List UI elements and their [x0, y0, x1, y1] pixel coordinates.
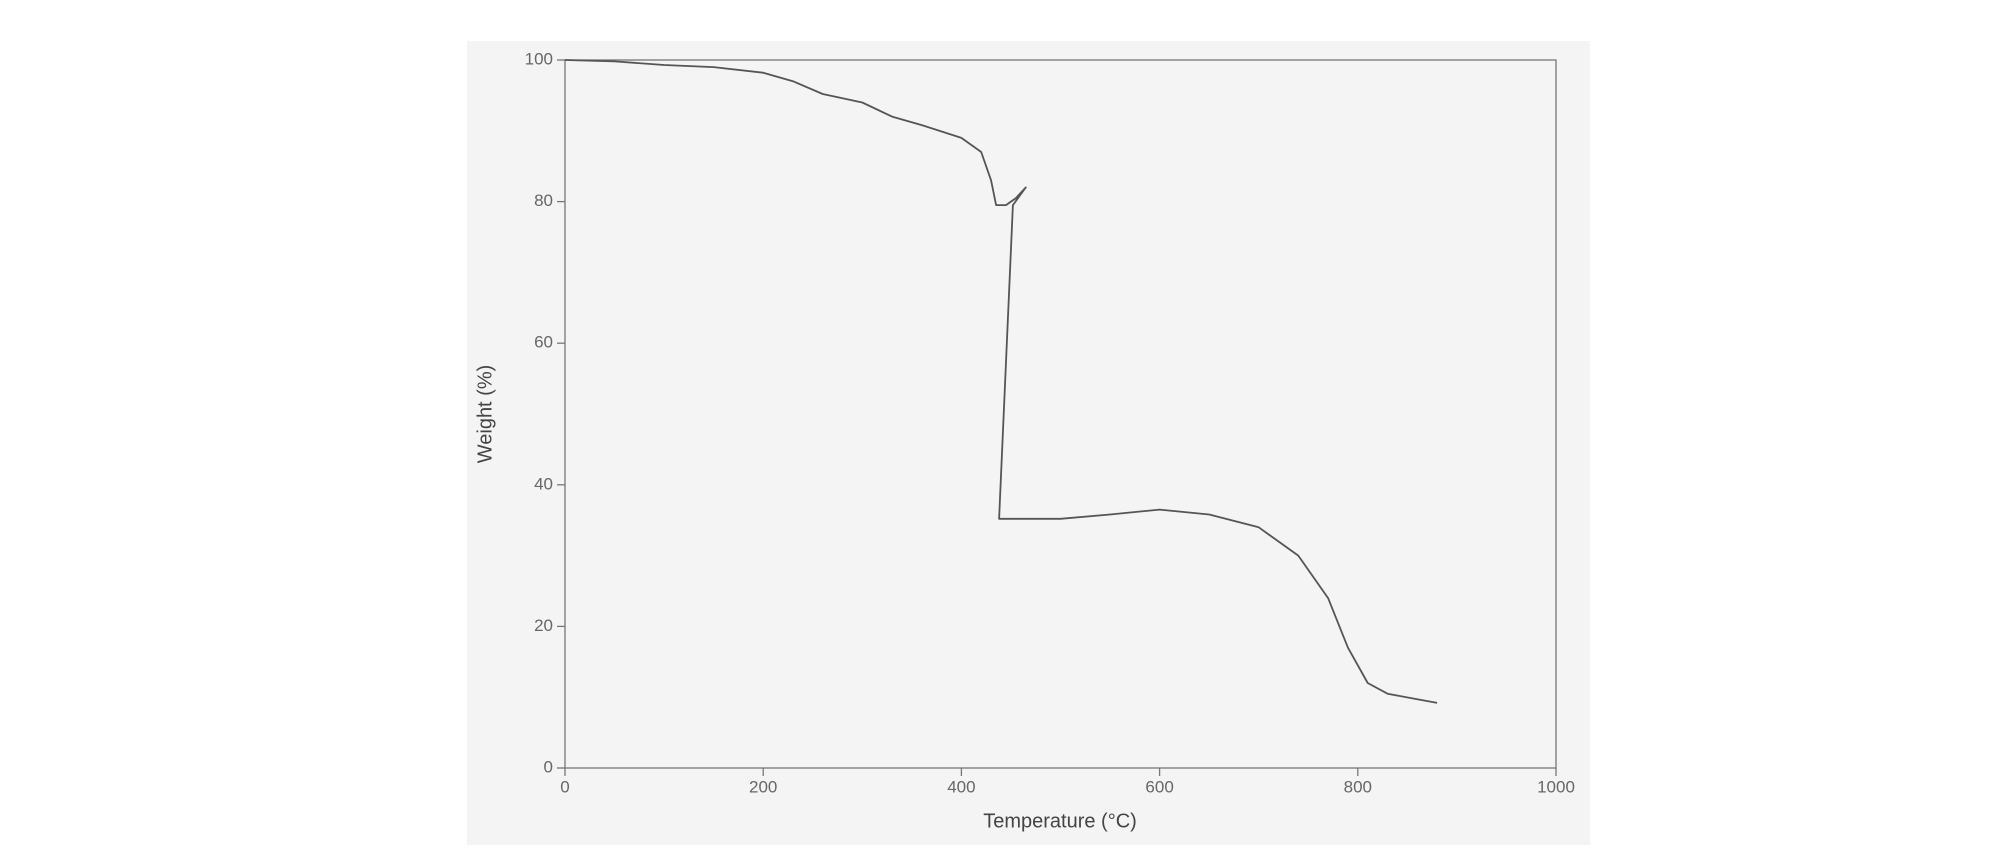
y-tick-label: 100 — [525, 49, 553, 68]
x-tick-label: 200 — [749, 777, 777, 796]
y-tick-label: 80 — [534, 191, 553, 210]
x-tick-label: 600 — [1145, 777, 1173, 796]
y-tick-label: 20 — [534, 616, 553, 635]
y-axis-title: Weight (%) — [474, 365, 496, 464]
y-tick-label: 60 — [534, 333, 553, 352]
y-tick-label: 40 — [534, 474, 553, 493]
data-line — [564, 59, 1438, 704]
y-tick-label: 0 — [544, 757, 553, 776]
x-tick-label: 0 — [560, 777, 569, 796]
chart-panel — [467, 41, 1590, 845]
plot-frame — [564, 59, 1557, 769]
x-tick-label: 800 — [1344, 777, 1372, 796]
x-tick-label: 1000 — [1537, 777, 1575, 796]
x-axis-title: Temperature (°C) — [983, 810, 1137, 832]
x-tick-label: 400 — [947, 777, 975, 796]
